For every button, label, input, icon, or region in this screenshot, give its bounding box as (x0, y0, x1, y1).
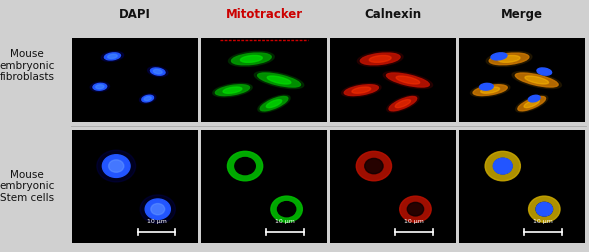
Ellipse shape (479, 83, 493, 90)
Ellipse shape (344, 85, 379, 96)
Text: 10 μm: 10 μm (147, 219, 167, 224)
Ellipse shape (342, 83, 381, 97)
Ellipse shape (494, 159, 512, 174)
Ellipse shape (400, 196, 431, 222)
Ellipse shape (525, 76, 548, 84)
Ellipse shape (104, 53, 121, 60)
Ellipse shape (528, 196, 560, 222)
Ellipse shape (518, 97, 545, 111)
Ellipse shape (229, 51, 274, 67)
Ellipse shape (223, 87, 242, 93)
Ellipse shape (144, 97, 151, 101)
Ellipse shape (524, 100, 540, 108)
Ellipse shape (108, 160, 124, 172)
Ellipse shape (407, 202, 423, 216)
Ellipse shape (486, 51, 532, 67)
Ellipse shape (515, 95, 548, 112)
Ellipse shape (267, 76, 291, 84)
Ellipse shape (142, 95, 154, 102)
Ellipse shape (536, 202, 552, 216)
Ellipse shape (96, 85, 104, 89)
Text: DAPI: DAPI (119, 8, 151, 21)
Text: Mitotracker: Mitotracker (226, 8, 303, 21)
Ellipse shape (352, 87, 370, 93)
Ellipse shape (151, 204, 165, 215)
Ellipse shape (396, 76, 420, 84)
Ellipse shape (213, 83, 252, 97)
Ellipse shape (360, 53, 400, 65)
Ellipse shape (150, 68, 165, 75)
Ellipse shape (97, 150, 135, 182)
Ellipse shape (389, 97, 417, 111)
Ellipse shape (235, 158, 255, 175)
Ellipse shape (473, 85, 507, 96)
Ellipse shape (266, 100, 282, 108)
Ellipse shape (489, 53, 529, 65)
Ellipse shape (358, 51, 403, 67)
Ellipse shape (537, 68, 552, 75)
Ellipse shape (536, 202, 552, 216)
Ellipse shape (485, 151, 520, 181)
Text: 10 μm: 10 μm (276, 219, 295, 224)
Ellipse shape (481, 87, 499, 93)
Ellipse shape (491, 53, 507, 60)
Text: Mouse
embryonic
fibroblasts: Mouse embryonic fibroblasts (0, 49, 55, 82)
Ellipse shape (153, 69, 162, 74)
Ellipse shape (369, 55, 391, 62)
Ellipse shape (528, 95, 540, 102)
Ellipse shape (90, 82, 110, 91)
Ellipse shape (257, 73, 300, 87)
Ellipse shape (147, 67, 168, 77)
Text: Calnexin: Calnexin (364, 8, 421, 21)
Ellipse shape (387, 95, 419, 112)
Ellipse shape (102, 155, 130, 177)
Ellipse shape (145, 199, 170, 219)
Ellipse shape (260, 97, 288, 111)
Ellipse shape (93, 83, 107, 90)
Ellipse shape (383, 71, 432, 89)
Ellipse shape (216, 85, 250, 96)
Ellipse shape (277, 202, 296, 217)
Text: Mouse
embryonic
Stem cells: Mouse embryonic Stem cells (0, 170, 55, 203)
Ellipse shape (494, 158, 512, 174)
Ellipse shape (240, 55, 262, 62)
Ellipse shape (254, 71, 304, 89)
Ellipse shape (395, 100, 411, 108)
Ellipse shape (386, 73, 429, 87)
Text: 10 μm: 10 μm (533, 219, 553, 224)
Text: Merge: Merge (501, 8, 542, 21)
Ellipse shape (140, 94, 156, 103)
Ellipse shape (365, 159, 383, 174)
Ellipse shape (356, 151, 392, 181)
Ellipse shape (227, 151, 263, 181)
Ellipse shape (271, 196, 302, 222)
Ellipse shape (108, 54, 117, 58)
Ellipse shape (498, 55, 520, 62)
Text: 10 μm: 10 μm (404, 219, 424, 224)
Ellipse shape (231, 53, 272, 65)
Ellipse shape (140, 195, 176, 224)
Ellipse shape (471, 83, 510, 97)
Ellipse shape (515, 73, 558, 87)
Ellipse shape (101, 51, 124, 61)
Ellipse shape (512, 71, 561, 89)
Ellipse shape (258, 95, 290, 112)
